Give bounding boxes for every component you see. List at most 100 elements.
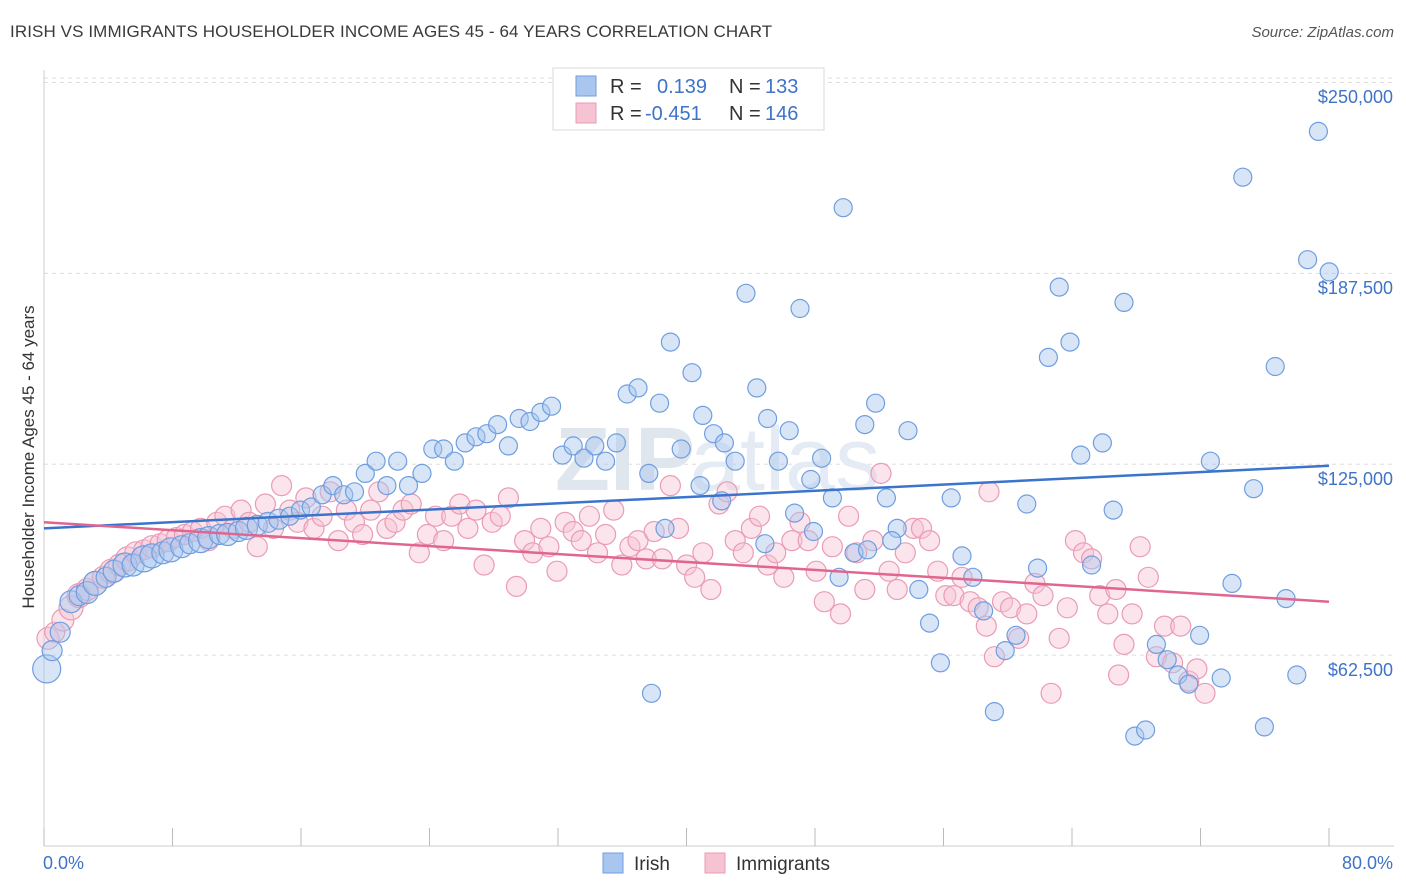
immigrants-point [999, 597, 1022, 619]
irish-point [952, 546, 972, 566]
irish-point [1233, 167, 1253, 187]
irish-point [617, 384, 637, 404]
immigrants-point [1121, 603, 1143, 625]
immigrants-point [878, 560, 900, 582]
irish-point [887, 518, 907, 539]
irish-point [639, 463, 659, 483]
irish-r-value: 0.139 [657, 76, 707, 98]
irish-point [671, 439, 691, 459]
immigrants-point [295, 487, 317, 509]
y-tick-labels: $250,000 $187,500 $125,000 $62,500 [1318, 87, 1393, 680]
immigrants-point [1186, 658, 1208, 680]
immigrants-point [457, 517, 479, 540]
irish-point [995, 640, 1015, 661]
irish-point [563, 436, 583, 456]
immigrants-point [724, 529, 746, 552]
immigrants-point [1107, 664, 1130, 686]
irish-point [660, 332, 681, 352]
irish-point [334, 485, 354, 505]
irish-point [1049, 277, 1069, 297]
irish-point [188, 527, 214, 554]
source-label: Source: ZipAtlas.com [1251, 24, 1394, 41]
irish-point [690, 476, 710, 496]
immigrants-trend-line [43, 521, 1330, 603]
irish-point [388, 451, 408, 471]
irish-point [628, 378, 648, 398]
irish-point [1146, 634, 1167, 655]
series-legend: Irish Immigrants [602, 852, 830, 875]
immigrants-point [538, 536, 560, 558]
immigrants-point [44, 621, 66, 643]
immigrants-point [441, 505, 463, 527]
immigrants-point [1032, 584, 1054, 607]
immigrants-point [1064, 529, 1087, 552]
immigrants-point [570, 529, 592, 552]
irish-point [790, 298, 810, 319]
immigrants-point [230, 499, 252, 521]
irish-point [1071, 445, 1091, 465]
immigrants-point [611, 554, 633, 576]
y-tick-label: $62,500 [1328, 660, 1393, 680]
immigrants-point [748, 505, 771, 527]
irish-point [1297, 250, 1318, 270]
irish-point [1243, 479, 1264, 499]
immigrants-swatch [704, 852, 726, 874]
y-axis-title: Householder Income Ages 45 - 64 years [19, 305, 38, 608]
irish-point [822, 488, 843, 508]
immigrants-point [530, 517, 552, 540]
irish-swatch [602, 852, 624, 874]
immigrants-point [497, 487, 519, 509]
immigrants-point [424, 505, 447, 527]
immigrants-n-value: 146 [765, 103, 798, 125]
immigrants-point [562, 520, 584, 543]
immigrants-point [271, 475, 293, 497]
immigrants-point [1194, 682, 1216, 704]
gridlines [44, 77, 1394, 656]
irish-point [585, 436, 605, 456]
immigrants-point [58, 595, 84, 621]
immigrants-point [1097, 603, 1119, 625]
immigrants-point [246, 536, 268, 558]
immigrants-point [1048, 627, 1070, 649]
irish-point [930, 653, 951, 673]
immigrants-point [360, 499, 382, 521]
y-tick-label: $187,500 [1318, 278, 1393, 298]
irish-point [170, 535, 194, 559]
immigrants-r-label: R = [610, 103, 642, 125]
immigrants-point [918, 529, 941, 552]
irish-point [130, 545, 158, 573]
irish-point [1179, 674, 1199, 694]
irish-point [574, 448, 594, 468]
immigrants-point [1080, 548, 1103, 570]
irish-point [1027, 558, 1048, 578]
irish-point [984, 701, 1005, 722]
chart-title: IRISH VS IMMIGRANTS HOUSEHOLDER INCOME A… [10, 22, 773, 41]
irish-point [606, 433, 627, 453]
irish-point [1308, 121, 1329, 141]
immigrants-point [894, 542, 916, 564]
irish-point [1114, 292, 1134, 312]
x-tick-label-min: 0.0% [43, 853, 84, 873]
irish-point [641, 683, 662, 703]
irish-point [973, 601, 994, 621]
irish-point [412, 463, 432, 483]
immigrants-point [1016, 603, 1038, 625]
immigrants-point [813, 591, 835, 613]
irish-point [1222, 573, 1242, 594]
irish-point [865, 393, 886, 413]
immigrants-point [732, 542, 754, 564]
immigrants-point [1170, 615, 1192, 637]
irish-trend-line [43, 464, 1330, 530]
irish-point [1017, 494, 1037, 514]
irish-point [455, 433, 475, 453]
irish-point [755, 534, 775, 554]
x-tick-label-max: 80.0% [1342, 853, 1393, 873]
irish-point [344, 482, 365, 502]
irish-point [355, 463, 375, 483]
immigrants-point [781, 529, 803, 552]
irish-n-label: N = [729, 76, 761, 98]
irish-n-value: 133 [765, 76, 798, 98]
irish-point [655, 518, 675, 539]
immigrants-point [554, 511, 576, 533]
